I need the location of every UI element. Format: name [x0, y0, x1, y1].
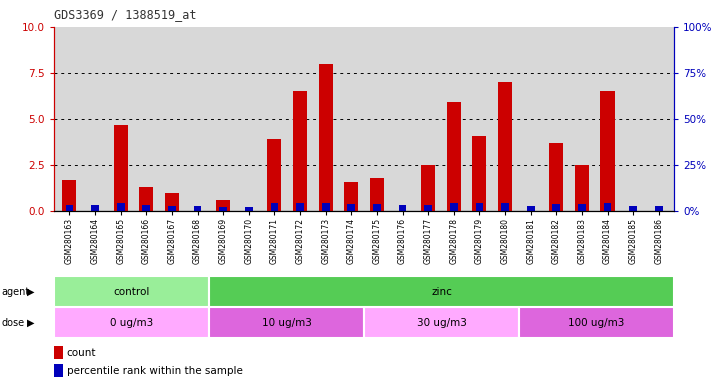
- Bar: [114, 124, 128, 211]
- Bar: [527, 206, 534, 211]
- Bar: [209, 307, 364, 338]
- Bar: [293, 91, 307, 211]
- Bar: [194, 206, 201, 211]
- Bar: [424, 205, 432, 211]
- Text: agent: agent: [1, 287, 30, 297]
- Text: ▶: ▶: [27, 318, 35, 328]
- Bar: [319, 64, 332, 211]
- Bar: [364, 307, 519, 338]
- Bar: [476, 203, 483, 211]
- Bar: [501, 203, 509, 211]
- Bar: [472, 136, 487, 211]
- Bar: [601, 91, 614, 211]
- Bar: [549, 143, 563, 211]
- Text: count: count: [66, 348, 96, 358]
- Bar: [370, 178, 384, 211]
- Bar: [245, 207, 252, 211]
- Bar: [63, 180, 76, 211]
- Text: 100 ug/m3: 100 ug/m3: [568, 318, 625, 328]
- Bar: [629, 206, 637, 211]
- Bar: [373, 204, 381, 211]
- Text: percentile rank within the sample: percentile rank within the sample: [66, 366, 242, 376]
- Bar: [209, 276, 674, 307]
- Bar: [322, 203, 329, 211]
- Text: control: control: [113, 287, 150, 297]
- Text: 0 ug/m3: 0 ug/m3: [110, 318, 153, 328]
- Bar: [165, 193, 179, 211]
- Bar: [348, 204, 355, 211]
- Bar: [498, 82, 512, 211]
- Bar: [447, 103, 461, 211]
- Bar: [344, 182, 358, 211]
- Bar: [216, 200, 230, 211]
- Bar: [450, 203, 458, 211]
- Bar: [421, 165, 435, 211]
- Bar: [575, 165, 589, 211]
- Bar: [54, 364, 63, 377]
- Bar: [117, 203, 125, 211]
- Bar: [54, 346, 63, 359]
- Text: 10 ug/m3: 10 ug/m3: [262, 318, 311, 328]
- Text: zinc: zinc: [431, 287, 452, 297]
- Bar: [168, 206, 176, 211]
- Bar: [54, 276, 209, 307]
- Text: GDS3369 / 1388519_at: GDS3369 / 1388519_at: [54, 8, 197, 21]
- Bar: [603, 203, 611, 211]
- Bar: [519, 307, 674, 338]
- Bar: [54, 307, 209, 338]
- Text: 30 ug/m3: 30 ug/m3: [417, 318, 466, 328]
- Bar: [399, 205, 407, 211]
- Bar: [267, 139, 281, 211]
- Bar: [219, 207, 227, 211]
- Bar: [91, 205, 99, 211]
- Bar: [139, 187, 154, 211]
- Bar: [552, 204, 560, 211]
- Bar: [66, 205, 74, 211]
- Bar: [143, 205, 150, 211]
- Bar: [578, 204, 585, 211]
- Text: ▶: ▶: [27, 287, 35, 297]
- Bar: [655, 206, 663, 211]
- Text: dose: dose: [1, 318, 25, 328]
- Bar: [270, 203, 278, 211]
- Bar: [296, 203, 304, 211]
